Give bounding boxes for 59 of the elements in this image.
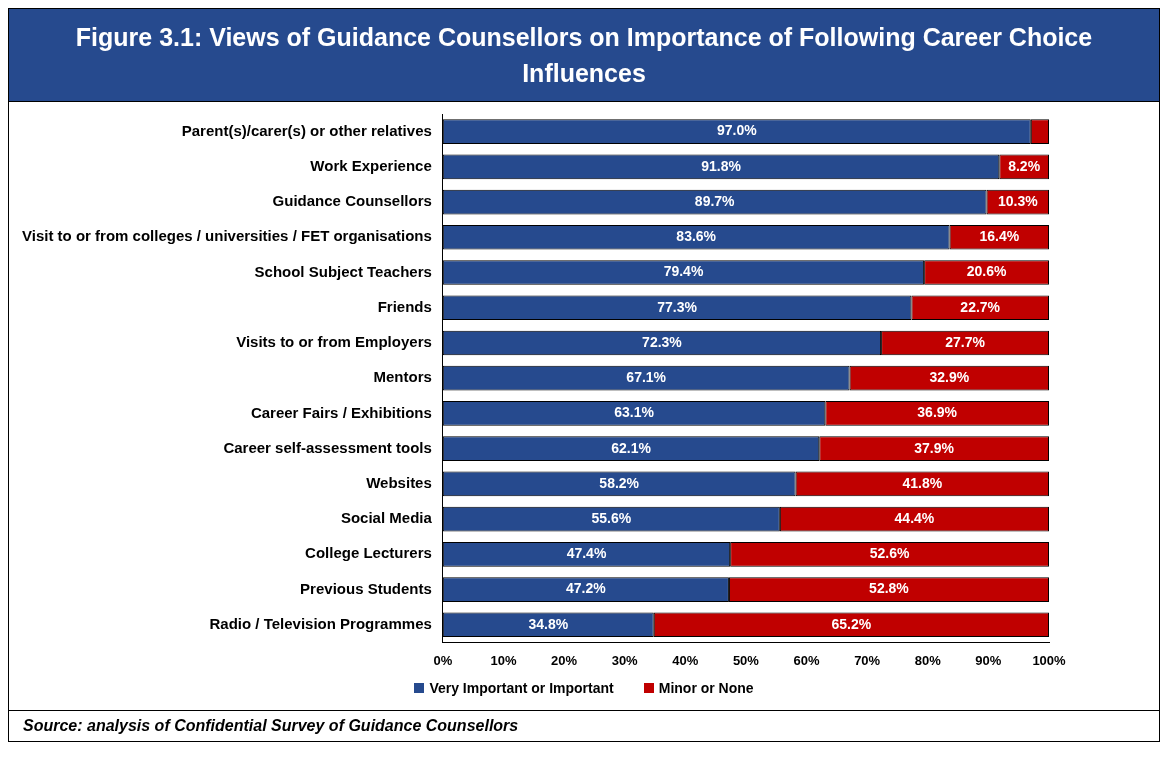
y-tick-label: Guidance Counsellors [272,192,432,210]
data-label: 97.0% [716,122,758,139]
data-label: 47.2% [566,580,607,597]
y-tick-label: Previous Students [300,579,432,597]
data-label: 58.2% [599,474,640,491]
data-label: 89.7% [694,192,736,209]
data-label: 20.6% [966,263,1007,280]
data-label: 37.9% [914,439,955,456]
data-label: 63.1% [614,404,655,421]
y-tick-label: School Subject Teachers [254,262,432,280]
x-tick-label: 0% [433,652,453,668]
legend-label: Minor or None [658,680,754,696]
legend-label: Very Important or Important [429,680,614,696]
y-tick-label: Visits to or from Employers [236,333,432,351]
source-note: Source: analysis of Confidential Survey of Guidance Counsellors [9,710,1159,741]
data-label: 91.8% [701,157,742,174]
data-label: 67.1% [626,369,667,386]
data-label: 10.3% [997,192,1039,209]
x-tick-label: 80% [914,652,942,668]
data-label: 62.1% [611,439,652,456]
x-tick-label: 50% [732,652,760,668]
data-label: 34.8% [528,615,569,632]
data-label: 47.4% [566,545,607,562]
x-tick-label: 90% [975,652,1002,668]
data-label: 27.7% [945,333,986,350]
y-tick-label: Visit to or from colleges / universities / FET organisations [21,227,432,245]
data-label: 65.2% [831,615,872,632]
y-tick-label: Work Experience [310,156,432,174]
y-tick-label: College Lecturers [305,544,432,562]
x-tick-label: 100% [1032,652,1067,668]
y-tick-label: Career Fairs / Exhibitions [250,403,432,421]
data-label: 83.6% [676,228,717,245]
x-tick-label: 20% [551,652,578,668]
data-label: 77.3% [657,298,698,315]
x-tick-label: 10% [490,652,517,668]
x-tick-label: 70% [854,652,881,668]
x-tick-label: 60% [793,652,820,668]
y-tick-label: Websites [366,474,432,492]
x-tick-label: 30% [611,652,639,668]
y-tick-label: Career self-assessment tools [223,438,432,456]
data-label: 16.4% [979,228,1020,245]
y-tick-label: Social Media [340,509,433,527]
y-tick-label: Parent(s)/carer(s) or other relatives [181,121,432,139]
chart-title: Figure 3.1: Views of Guidance Counsellors on Importance of Following Career Choice Influences [9,9,1159,102]
data-label: 52.8% [869,580,910,597]
data-label: 52.6% [869,545,910,562]
y-tick-label: Friends [377,297,432,315]
data-label: 22.7% [960,298,1001,315]
data-label: 8.2% [1008,157,1041,174]
data-label: 55.6% [591,509,632,526]
data-label: 32.9% [929,369,970,386]
data-label: 44.4% [894,509,935,526]
x-tick-label: 40% [672,652,699,668]
y-tick-label: Mentors [373,368,432,386]
data-label: 36.9% [917,404,958,421]
y-tick-label: Radio / Television Programmes [209,614,432,632]
data-label: 41.8% [902,474,943,491]
data-label: 72.3% [642,333,683,350]
data-label: 79.4% [663,263,704,280]
